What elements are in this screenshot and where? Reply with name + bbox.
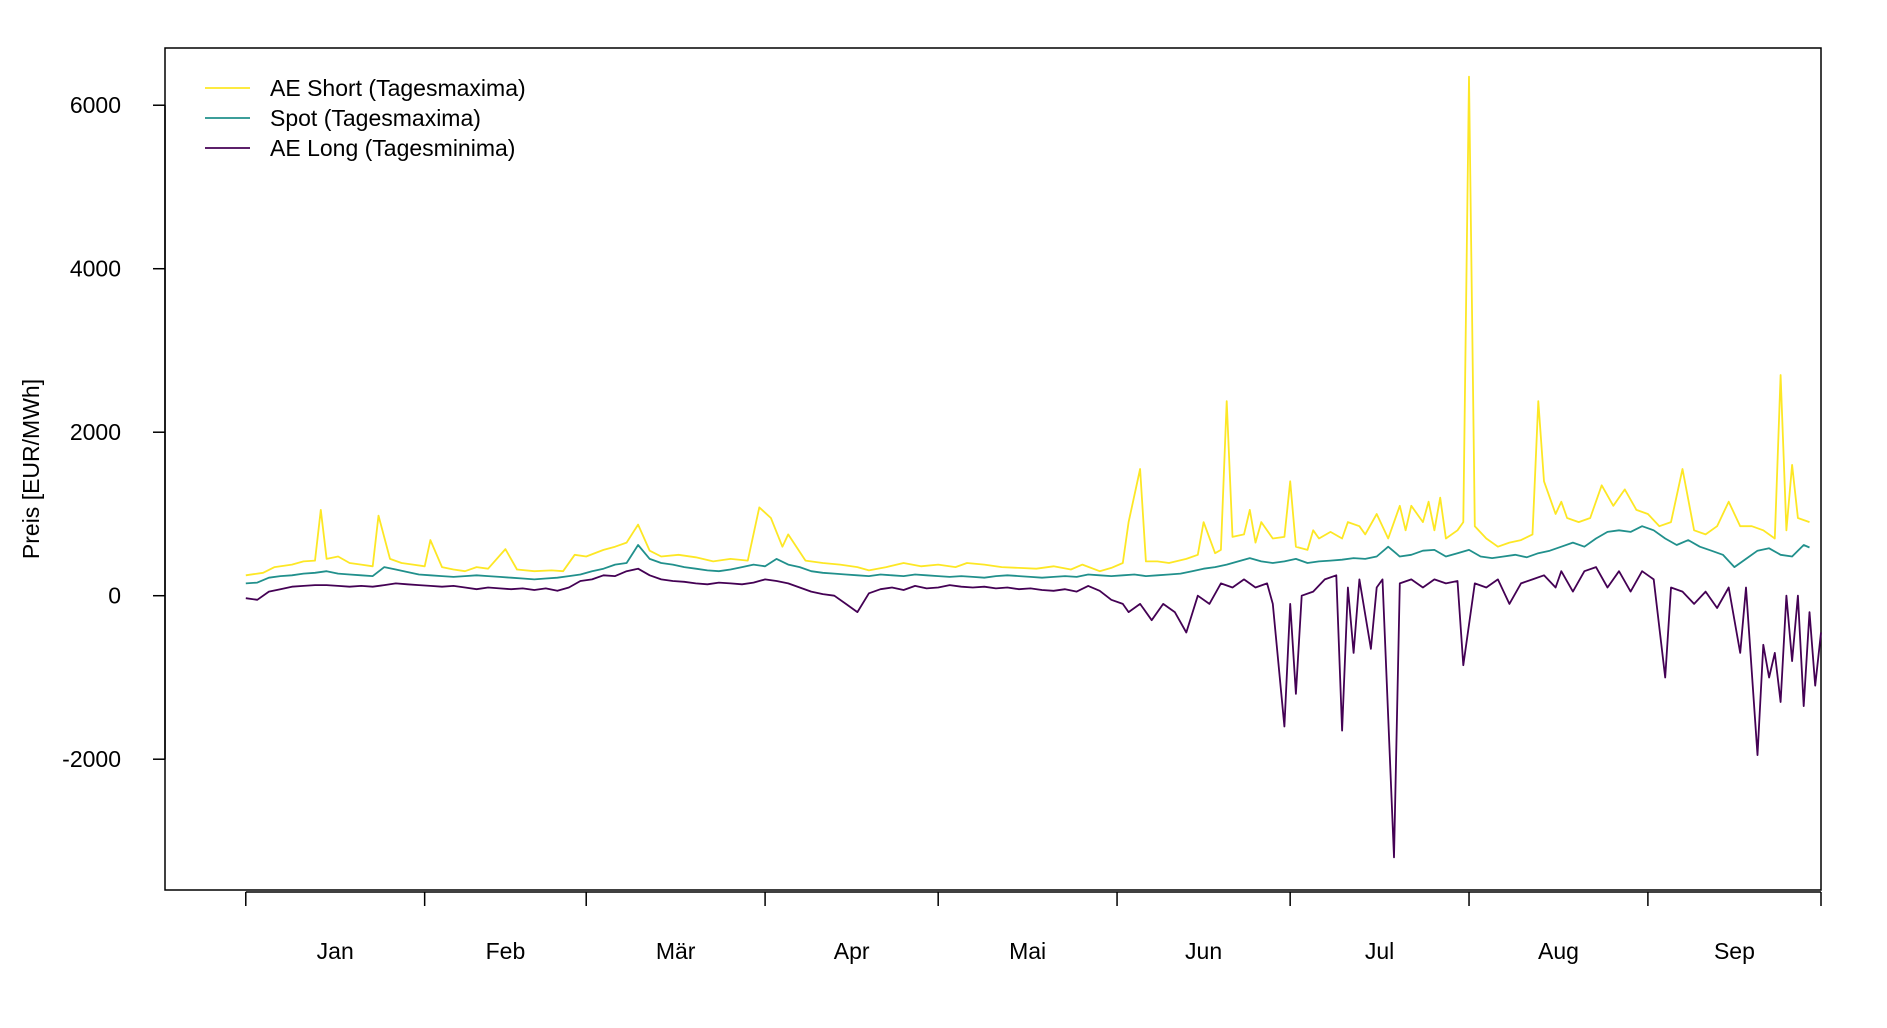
y-tick-label: 4000: [70, 256, 121, 282]
x-tick-label: Feb: [486, 938, 526, 964]
series-line-2: [245, 566, 1822, 859]
legend-label: AE Short (Tagesmaxima): [270, 75, 526, 101]
plot-frame: [164, 47, 1822, 891]
x-tick-label: Sep: [1714, 938, 1755, 964]
x-tick-label: Apr: [834, 938, 870, 964]
x-tick-label: Jul: [1365, 938, 1394, 964]
y-tick-label: 6000: [70, 92, 121, 118]
y-tick-label: 0: [108, 583, 121, 609]
legend-label: AE Long (Tagesminima): [270, 135, 515, 161]
y-axis-title: Preis [EUR/MWh]: [18, 379, 44, 559]
x-tick-label: Jun: [1185, 938, 1222, 964]
x-tick-label: Mai: [1009, 938, 1046, 964]
y-tick-label: -2000: [62, 746, 121, 772]
x-axis: Jan Feb Mär Apr Mai Jun Jul Aug Sep: [245, 891, 1822, 964]
series-lines: [245, 75, 1822, 859]
y-tick-label: 2000: [70, 419, 121, 445]
series-line-0: [245, 75, 1810, 577]
legend-label: Spot (Tagesmaxima): [270, 105, 481, 131]
x-tick-label: Mär: [656, 938, 696, 964]
x-tick-label: Jan: [317, 938, 354, 964]
series-line-1: [245, 525, 1810, 585]
y-axis: -2000 0 2000 4000 6000: [62, 92, 166, 772]
legend: AE Short (Tagesmaxima) Spot (Tagesmaxima)…: [205, 75, 526, 161]
x-tick-label: Aug: [1538, 938, 1579, 964]
